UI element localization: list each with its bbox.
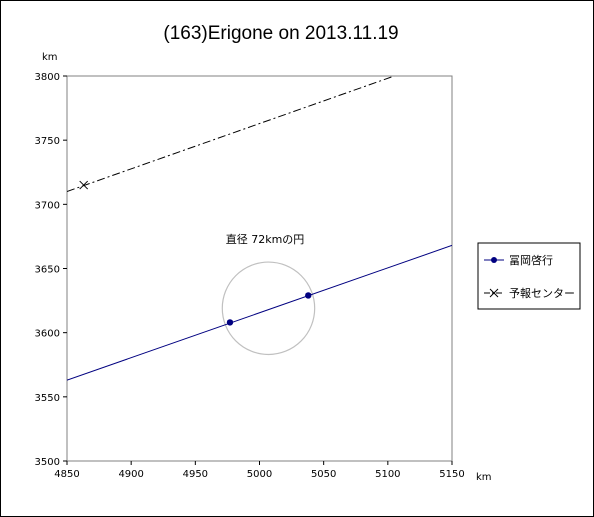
plot-border	[66, 75, 453, 462]
legend-marker-0	[491, 257, 497, 263]
x-tick-label: 4950	[183, 469, 208, 480]
x-axis-unit: km	[476, 472, 492, 483]
x-tick-label: 5050	[311, 469, 336, 480]
y-tick-label: 3550	[35, 393, 60, 404]
legend-box	[477, 242, 581, 310]
legend-label-1: 予報センター	[509, 287, 575, 300]
y-tick-label: 3750	[35, 136, 60, 147]
legend-marker-1	[489, 288, 499, 298]
series-point-0	[305, 292, 312, 299]
y-tick-label: 3600	[35, 329, 60, 340]
x-tick-label: 5100	[375, 469, 400, 480]
plot-area: 4850 4900 4950 5000 5050 5100 5150 3500 3550 3600…	[35, 72, 465, 480]
circle-annotation: 直径 72kmの円	[226, 232, 305, 246]
x-tick-label: 5150	[439, 469, 464, 480]
series-line-0	[67, 244, 452, 381]
y-tick-label: 3800	[35, 72, 60, 83]
series-point-0	[226, 319, 234, 326]
legend-label-0: 冨岡啓行	[509, 253, 553, 267]
y-axis-unit: km	[42, 52, 58, 63]
x-tick-label: 4900	[118, 469, 143, 480]
y-tick-label: 3650	[35, 265, 60, 276]
x-marker-stroke	[79, 180, 89, 190]
x-tick-label: 4850	[54, 469, 79, 480]
series-line-1	[67, 76, 395, 192]
series-point-1	[79, 180, 89, 190]
diameter-circle	[221, 261, 316, 356]
y-tick-label: 3700	[35, 200, 60, 211]
y-tick-label: 3500	[35, 457, 60, 468]
x-tick-label: 5000	[247, 469, 272, 480]
x-marker-stroke	[489, 288, 499, 298]
chart-title: (163)Erigone on 2013.11.19	[163, 23, 398, 44]
